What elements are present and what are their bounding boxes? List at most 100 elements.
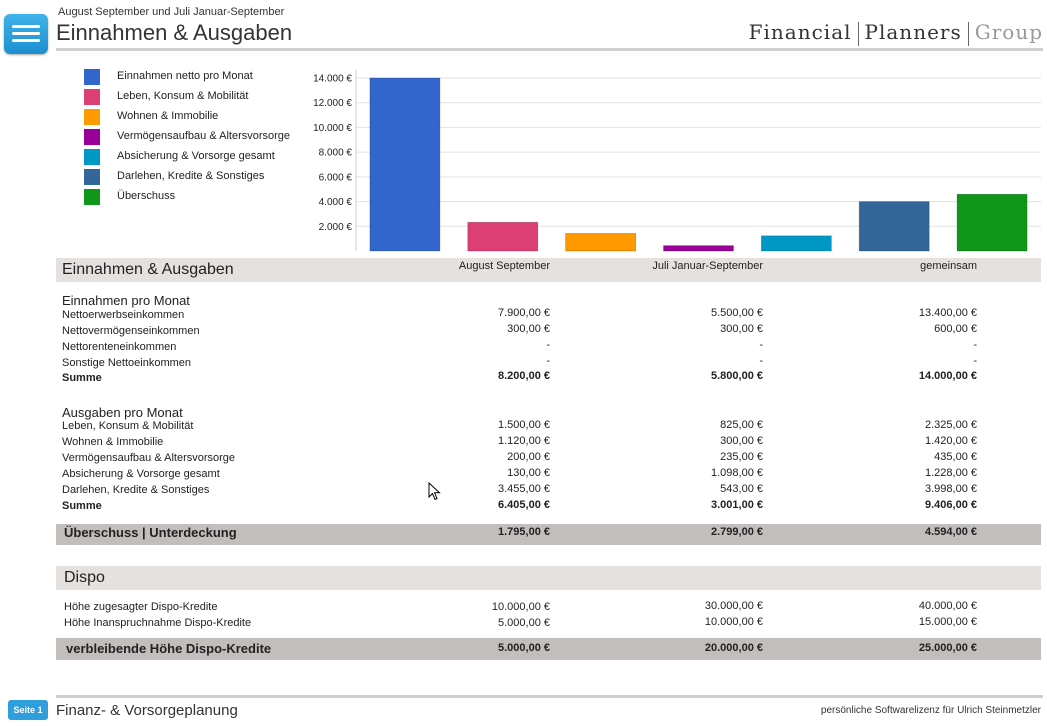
row-label: Nettoerwerbseinkommen (62, 309, 185, 321)
row-value: 3.998,00 € (925, 483, 977, 495)
row-value: 10.000,00 € (704, 616, 763, 628)
bar[interactable] (956, 193, 1028, 252)
row-value: 235,00 € (720, 451, 763, 463)
row-label: Wohnen & Immobilie (62, 436, 164, 448)
legend-swatch (84, 189, 100, 205)
y-tick-label: 14.000 € (313, 74, 352, 85)
row-label: Darlehen, Kredite & Sonstiges (62, 484, 210, 496)
row-value: 2.325,00 € (925, 419, 977, 431)
row-value: 300,00 € (507, 323, 550, 335)
y-tick-label: 10.000 € (313, 123, 352, 134)
row-value: 1.098,00 € (711, 467, 763, 479)
remaining-value: 25.000,00 € (918, 642, 977, 654)
surplus-value: 2.799,00 € (711, 526, 763, 538)
row-value: - (759, 339, 763, 351)
income-expense-table: Einnahmen & Ausgaben August September Juli… (56, 258, 1041, 545)
row-value: 825,00 € (720, 419, 763, 431)
brand-word-3: Group (974, 20, 1043, 44)
row-label: Sonstige Nettoeinkommen (62, 357, 192, 369)
row-value: 435,00 € (934, 451, 977, 463)
y-tick-label: 4.000 € (319, 197, 353, 208)
row-value: 300,00 € (720, 435, 763, 447)
license-text: persönliche Softwarelizenz für Ulrich St… (820, 705, 1041, 716)
bar[interactable] (369, 77, 441, 252)
header-divider (56, 48, 1043, 51)
column-header: Juli Januar-September (652, 260, 763, 272)
page-title: Einnahmen & Ausgaben (56, 20, 293, 45)
menu-button[interactable] (4, 14, 48, 54)
surplus-value: 4.594,00 € (925, 526, 977, 538)
sum-value: 9.406,00 € (925, 499, 977, 511)
row-value: 15.000,00 € (918, 616, 977, 628)
surplus-label: Überschuss | Unterdeckung (64, 525, 237, 540)
bar-chart: 2.000 € 4.000 € 6.000 € 8.000 € 10.000 € 12.0… (313, 70, 1041, 252)
row-label: Höhe Inanspruchnahme Dispo-Kredite (64, 617, 252, 629)
row-value: 5.500,00 € (711, 307, 763, 319)
sum-label: Summe (62, 500, 102, 512)
sum-value: 8.200,00 € (498, 370, 550, 382)
page-badge[interactable]: Seite 1 (8, 700, 48, 720)
column-header: August September (458, 260, 550, 272)
legend-label: Leben, Konsum & Mobilität (117, 90, 249, 102)
mouse-cursor-icon (428, 482, 441, 501)
surplus-row (56, 524, 1041, 545)
footer-divider (56, 695, 1043, 698)
menu-icon-bar (12, 39, 40, 42)
legend-label: Absicherung & Vorsorge gesamt (117, 150, 275, 162)
legend-swatch (84, 149, 100, 165)
sum-value: 3.001,00 € (711, 499, 763, 511)
row-label: Vermögensaufbau & Altersvorsorge (62, 452, 236, 464)
y-tick-label: 8.000 € (319, 148, 353, 159)
row-value: - (546, 339, 550, 351)
row-value: 40.000,00 € (918, 600, 977, 612)
row-value: 5.000,00 € (498, 617, 550, 629)
table-header (56, 258, 1041, 282)
row-value: - (546, 355, 550, 367)
legend-swatch (84, 69, 100, 85)
brand-word-1: Financial (748, 20, 852, 44)
row-value: - (973, 355, 977, 367)
row-label: Nettovermögenseinkommen (62, 325, 200, 337)
legend-swatch (84, 169, 100, 185)
row-value: 300,00 € (720, 323, 763, 335)
row-value: 200,00 € (507, 451, 550, 463)
brand-logo: Financial Planners Group (749, 20, 1043, 46)
row-value: 1.420,00 € (925, 435, 977, 447)
legend-label: Überschuss (117, 190, 176, 202)
row-value: 3.455,00 € (498, 483, 550, 495)
row-value: 1.228,00 € (925, 467, 977, 479)
surplus-value: 1.795,00 € (498, 526, 550, 538)
legend-label: Wohnen & Immobilie (117, 110, 219, 122)
bar[interactable] (565, 233, 637, 252)
footer-title: Finanz- & Vorsorgeplanung (56, 702, 238, 719)
bar[interactable] (663, 245, 734, 252)
legend-label: Einnahmen netto pro Monat (117, 70, 253, 82)
row-value: 543,00 € (720, 483, 763, 495)
brand-word-2: Planners (864, 20, 962, 44)
row-label: Leben, Konsum & Mobilität (62, 420, 194, 432)
bar[interactable] (467, 221, 539, 252)
section-heading: Einnahmen pro Monat (62, 293, 190, 308)
legend-swatch (84, 129, 100, 145)
y-tick-label: 6.000 € (319, 172, 353, 183)
row-value: 600,00 € (934, 323, 977, 335)
legend-label: Darlehen, Kredite & Sonstiges (117, 170, 265, 182)
menu-icon (12, 25, 40, 28)
dispo-remaining-row (56, 638, 1041, 660)
bar[interactable] (858, 201, 930, 252)
y-tick-label: 12.000 € (313, 98, 352, 109)
dispo-title: Dispo (64, 569, 105, 586)
legend-label: Vermögensaufbau & Altersvorsorge (117, 130, 291, 142)
remaining-value: 20.000,00 € (704, 642, 763, 654)
row-label: Absicherung & Vorsorge gesamt (62, 468, 220, 480)
sum-value: 6.405,00 € (498, 499, 550, 511)
dispo-header (56, 566, 1041, 590)
row-value: 13.400,00 € (918, 307, 977, 319)
row-label: Höhe zugesagter Dispo-Kredite (64, 601, 218, 613)
row-value: - (973, 339, 977, 351)
bar[interactable] (760, 235, 832, 252)
row-value: 7.900,00 € (498, 307, 550, 319)
column-header: gemeinsam (920, 260, 977, 272)
table-title: Einnahmen & Ausgaben (62, 261, 234, 278)
sum-value: 5.800,00 € (711, 370, 763, 382)
